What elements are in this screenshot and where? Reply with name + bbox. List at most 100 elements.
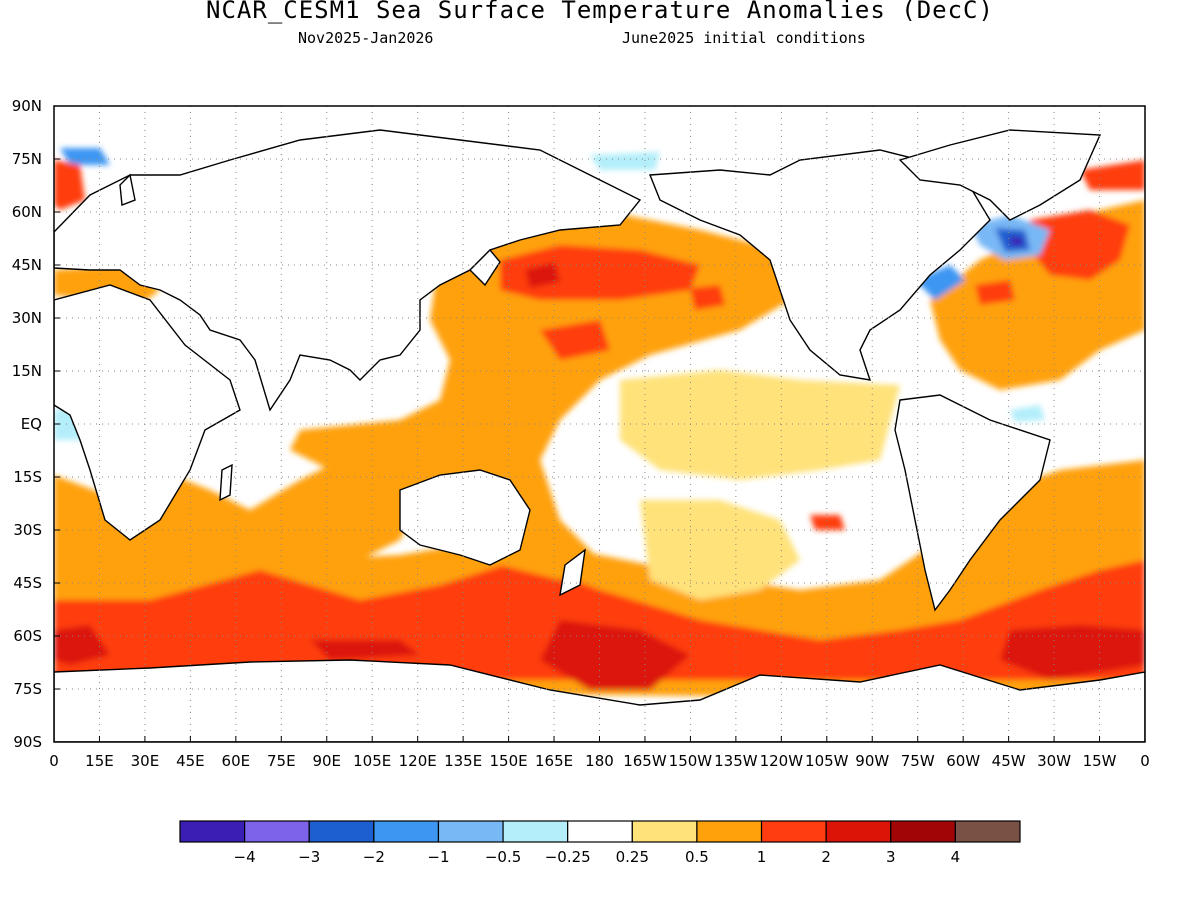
- north-pacific-warm-blob: [540, 320, 610, 360]
- southern-ocean-hot-core-3: [54, 625, 110, 665]
- graticule: [54, 106, 1145, 742]
- north-america-outline: [648, 149, 991, 381]
- lat-tick-label: EQ: [21, 415, 42, 433]
- lon-tick-label: 75W: [901, 752, 935, 770]
- lat-tick-label: 90S: [13, 733, 42, 751]
- africa-outline: [54, 284, 241, 541]
- lon-tick-label: 30E: [131, 752, 160, 770]
- lat-tick-label: 30S: [13, 521, 42, 539]
- south-america-outline: [894, 394, 1051, 612]
- lon-tick-label: 90E: [312, 752, 341, 770]
- colorbar-swatch: [502, 820, 569, 843]
- north-atlantic-warm-blob: [975, 280, 1015, 305]
- colorbar-label: 0.5: [685, 848, 709, 866]
- lon-tick-label: 60E: [222, 752, 251, 770]
- lat-tick-label: 60S: [13, 627, 42, 645]
- nordic-warm-patch: [54, 160, 85, 210]
- uk-outline: [119, 173, 136, 206]
- lon-tick-label: 180: [585, 752, 614, 770]
- madagascar-outline: [219, 463, 233, 502]
- lat-tick-label: 15S: [13, 468, 42, 486]
- latitude-axis: 90N 75N 60N 45N 30N 15N EQ 15S 30S 45S 60S 75S 90S: [12, 97, 60, 751]
- continent-outlines: [54, 129, 1145, 742]
- tropical-atlantic-cool: [1010, 405, 1045, 422]
- new-zealand-outline: [559, 548, 586, 597]
- colorbar-swatch: [437, 820, 504, 843]
- lon-tick-label: 165E: [535, 752, 573, 770]
- lat-tick-label: 75S: [13, 680, 42, 698]
- indian-ocean-warm-region: [120, 460, 420, 560]
- colorbar-label: −2: [363, 848, 385, 866]
- colorbar-label: 0.25: [616, 848, 649, 866]
- colorbar-legend: −4 −3 −2 −1 −0.5 −0.25 0.25 0.5 1 2 3 4: [179, 820, 1021, 866]
- lon-tick-label: 45E: [176, 752, 205, 770]
- north-atlantic-hot-zone: [1030, 210, 1130, 280]
- southern-ocean-hot-core-2: [1000, 625, 1145, 680]
- lon-tick-label: 150E: [490, 752, 528, 770]
- lon-tick-label: 165W: [623, 752, 667, 770]
- colorbar-label: −4: [234, 848, 256, 866]
- colorbar-swatch: [696, 820, 763, 843]
- lon-tick-label: 0: [49, 752, 59, 770]
- japan-outline: [469, 248, 501, 287]
- lon-tick-label: 0: [1140, 752, 1150, 770]
- east-siberian-cool-patch: [590, 152, 660, 170]
- lon-tick-label: 30W: [1037, 752, 1071, 770]
- colorbar-label: −0.5: [485, 848, 521, 866]
- australia-outline: [399, 469, 531, 566]
- colorbar-swatch: [890, 820, 956, 843]
- lon-tick-label: 90W: [855, 752, 889, 770]
- colorbar-swatch: [244, 820, 310, 843]
- gulf-stream-cold-anomaly: [915, 265, 965, 300]
- southern-ocean-hot-core-1: [540, 620, 690, 690]
- lat-tick-label: 90N: [12, 97, 42, 115]
- eurasia-outline: [54, 129, 642, 412]
- colorbar-swatch: [567, 820, 633, 843]
- colorbar-swatch: [631, 820, 698, 843]
- lon-tick-label: 120E: [399, 752, 437, 770]
- south-pacific-warm-spot: [810, 515, 845, 530]
- labrador-cold-center: [1010, 236, 1024, 246]
- lon-tick-label: 60W: [946, 752, 980, 770]
- lon-tick-label: 105E: [353, 752, 391, 770]
- lon-tick-label: 45W: [992, 752, 1026, 770]
- colorbar-swatch: [179, 820, 246, 843]
- lon-tick-label: 15W: [1083, 752, 1117, 770]
- colorbar-label: −1: [427, 848, 449, 866]
- colorbar-swatch: [954, 820, 1021, 843]
- pacific-mild-warm-zone: [620, 370, 900, 480]
- longitude-axis: 0 15E 30E 45E 60E 75E 90E 105E 120E 135E 150E 165E 1…: [49, 736, 1150, 770]
- kuroshio-hot-spot: [525, 262, 560, 288]
- lon-tick-label: 120W: [760, 752, 804, 770]
- southern-ocean-hot-core-4: [310, 640, 420, 660]
- colorbar-label: 4: [951, 848, 961, 866]
- greenland-outline: [898, 129, 1102, 221]
- lat-tick-label: 30N: [12, 309, 42, 327]
- lon-tick-label: 105W: [805, 752, 849, 770]
- lat-tick-label: 15N: [12, 362, 42, 380]
- north-pacific-hot-zone: [500, 245, 700, 300]
- lon-tick-label: 75E: [267, 752, 296, 770]
- barents-cold-patch: [60, 148, 110, 165]
- forecast-period: Nov2025-Jan2026: [298, 29, 434, 47]
- initial-conditions-note: June2025 initial conditions: [622, 29, 866, 47]
- colorbar-swatch: [825, 820, 892, 843]
- lat-tick-label: 45S: [13, 574, 42, 592]
- colorbar-label: 3: [886, 848, 896, 866]
- antarctica-outline: [54, 659, 1145, 742]
- colorbar-swatch: [760, 820, 827, 843]
- map-title: NCAR_CESM1 Sea Surface Temperature Anoma…: [206, 0, 994, 24]
- nordic-seas-warm: [1080, 160, 1145, 190]
- colorbar-swatch: [308, 820, 375, 843]
- south-pacific-mild-warm: [640, 500, 800, 600]
- lat-tick-label: 75N: [12, 150, 42, 168]
- lat-tick-label: 60N: [12, 203, 42, 221]
- colorbar-label: 2: [821, 848, 831, 866]
- colorbar-label: −3: [298, 848, 320, 866]
- lon-tick-label: 15E: [85, 752, 114, 770]
- colorbar-label: 1: [757, 848, 767, 866]
- colorbar-swatch: [373, 820, 440, 843]
- colorbar-label: −0.25: [545, 848, 591, 866]
- lon-tick-label: 150W: [669, 752, 713, 770]
